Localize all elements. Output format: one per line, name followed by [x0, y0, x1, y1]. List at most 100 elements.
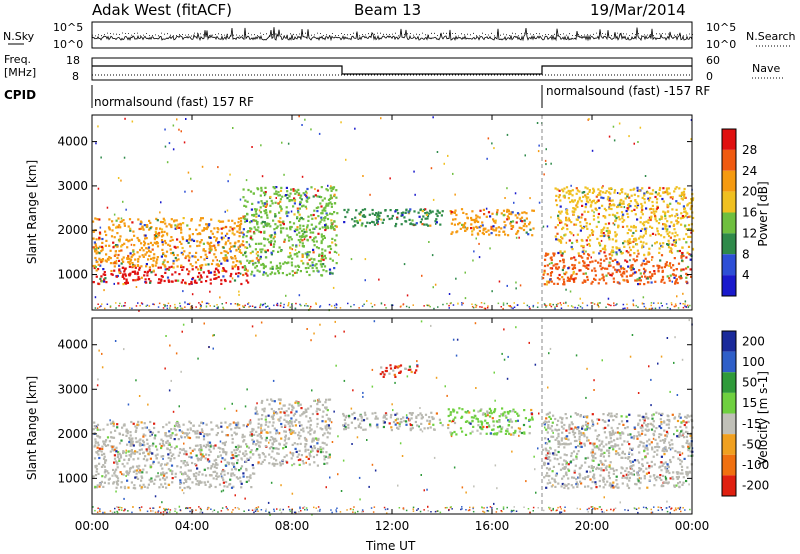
power-ground-speckle	[164, 304, 166, 306]
power-region-5-cell	[549, 267, 552, 270]
power-region-4-cell	[478, 229, 481, 233]
power-region-2-cell	[275, 226, 278, 230]
power-region-6-cell	[609, 187, 613, 190]
velocity-region-0-cell	[250, 449, 253, 452]
velocity-region-0-cell	[151, 480, 154, 483]
power-region-2-cell	[301, 255, 304, 258]
power-region-1-cell	[108, 228, 111, 231]
velocity-region-0-cell	[95, 467, 99, 470]
power-region-6-cell	[628, 203, 631, 206]
velocity-region-1-cell	[312, 439, 315, 442]
power-region-2-cell	[309, 264, 312, 267]
power-region-6-cell	[557, 196, 561, 199]
power-region-2-cell	[320, 196, 323, 199]
power-region-6-cell	[689, 235, 692, 238]
velocity-region-2-cell	[366, 417, 369, 420]
velocity-region-0-cell	[205, 443, 208, 446]
velocity-region-0-cell	[103, 471, 106, 474]
power-region-5-cell	[583, 279, 586, 282]
power-region-2-cell	[321, 256, 324, 259]
velocity-region-0-cell	[148, 478, 151, 481]
power-ground-speckle	[162, 307, 165, 309]
power-ground-speckle	[166, 307, 169, 310]
power-region-4-cell	[528, 223, 531, 226]
power-region-0-cell	[167, 280, 171, 283]
velocity-region-1-cell	[282, 447, 285, 450]
velocity-region-0-cell	[212, 445, 215, 448]
power-region-1-cell	[130, 238, 133, 241]
power-region-2-cell	[321, 226, 324, 229]
power-region-3-cell	[384, 209, 387, 212]
power-region-6-cell	[669, 247, 672, 250]
velocity-noise-point	[411, 424, 414, 427]
velocity-region-0-cell	[234, 467, 237, 470]
power-ytick-label: 3000	[57, 179, 88, 193]
power-ground-speckle	[242, 305, 244, 307]
power-region-5-cell	[572, 266, 575, 269]
power-region-2-cell	[275, 264, 278, 267]
power-region-1-cell	[118, 238, 121, 241]
velocity-region-0-cell	[208, 454, 211, 457]
velocity-region-0-cell	[103, 465, 106, 468]
power-region-6-cell	[669, 202, 672, 205]
power-ground-speckle	[665, 303, 668, 305]
velocity-region-0-cell	[151, 452, 154, 455]
power-ground-speckle	[262, 303, 265, 306]
power-region-0-cell	[159, 266, 162, 269]
power-noise-point	[513, 201, 515, 204]
power-region-2-cell	[299, 196, 302, 199]
power-region-2-cell	[334, 224, 337, 228]
power-region-2-cell	[244, 252, 247, 255]
velocity-region-2-cell	[351, 413, 354, 416]
velocity-region-1-cell	[305, 426, 309, 429]
power-region-1-cell	[141, 226, 144, 229]
power-region-5-cell	[546, 273, 549, 276]
power-region-5-cell	[634, 279, 637, 282]
power-region-6-cell	[565, 219, 568, 222]
velocity-noise-point	[203, 322, 205, 325]
power-region-1-cell	[172, 251, 175, 254]
velocity-ground-speckle	[412, 510, 415, 512]
velocity-region-0-cell	[184, 478, 187, 481]
power-region-2-cell	[272, 219, 275, 222]
velocity-ground-speckle	[319, 510, 321, 512]
power-noise-point	[224, 234, 227, 237]
velocity-region-1-cell	[293, 420, 296, 423]
power-region-6-cell	[647, 197, 650, 200]
power-noise-point	[637, 141, 639, 143]
velocity-region-1-cell	[261, 408, 264, 411]
power-region-2-cell	[316, 269, 319, 272]
velocity-region-0-cell	[239, 445, 242, 448]
velocity-ground-speckle	[119, 506, 121, 509]
velocity-ground-speckle	[149, 507, 151, 510]
velocity-region-0-cell	[111, 448, 114, 451]
velocity-ground-speckle	[402, 507, 404, 510]
velocity-noise-point	[501, 352, 503, 355]
power-region-1-cell	[238, 235, 241, 238]
power-region-2-cell	[306, 226, 309, 229]
velocity-region-0-cell	[97, 450, 100, 453]
velocity-ground-speckle	[552, 509, 554, 511]
power-region-6-cell	[586, 187, 589, 190]
velocity-noise-point	[182, 323, 185, 326]
velocity-region-1-cell	[294, 401, 297, 404]
power-ground-speckle	[576, 307, 579, 309]
velocity-region-1-cell	[286, 461, 289, 464]
power-region-5-cell	[624, 259, 627, 262]
power-region-5-cell	[619, 265, 622, 268]
power-ground-speckle	[650, 304, 652, 307]
power-region-1-cell	[147, 246, 151, 249]
velocity-region-0-cell	[179, 448, 182, 451]
power-region-1-cell	[125, 238, 128, 241]
velocity-noise-point	[397, 484, 399, 487]
power-region-5-cell	[585, 266, 588, 269]
noise-right-top: 10^5	[706, 21, 737, 34]
velocity-region-0-cell	[189, 446, 192, 450]
power-region-5-cell	[688, 253, 691, 256]
power-region-6-cell	[656, 206, 659, 209]
power-ground-speckle	[158, 302, 161, 305]
velocity-region-1-cell	[265, 421, 268, 424]
power-noise-point	[290, 210, 293, 213]
power-region-1-cell	[233, 255, 237, 258]
power-region-6-cell	[582, 195, 585, 198]
